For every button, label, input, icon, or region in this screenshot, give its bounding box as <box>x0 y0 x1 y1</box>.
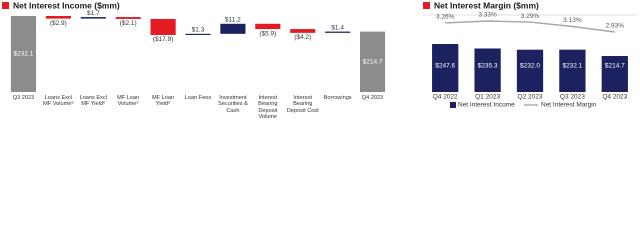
value-label: 3.26% <box>436 14 455 21</box>
title-icon <box>423 2 430 9</box>
value-label: $11.2 <box>225 17 241 24</box>
value-label: $1.7 <box>87 10 100 17</box>
x-tick-label: Q1 2023 <box>475 94 500 101</box>
value-label: ($4.2) <box>294 34 311 41</box>
value-label: $214.7 <box>363 59 383 66</box>
value-label: $247.6 <box>435 63 455 70</box>
x-tick-label: Interest Bearing Deposit Cost <box>286 95 319 114</box>
bar <box>150 18 176 35</box>
title-icon <box>2 2 9 9</box>
value-label: 2.93% <box>606 23 625 30</box>
value-label: $1.3 <box>192 27 205 34</box>
bar <box>559 49 586 92</box>
value-label: $232.1 <box>562 63 582 70</box>
bar <box>601 56 628 92</box>
value-label: 3.33% <box>478 12 497 19</box>
bar <box>255 23 281 30</box>
value-label: ($17.9) <box>153 36 174 43</box>
bar <box>220 23 246 34</box>
x-tick-label: MF Loan Yield⁶ <box>152 95 175 108</box>
x-tick-label: Investment Securities & Cash <box>217 95 248 114</box>
line <box>445 20 615 33</box>
x-tick-label: Q4 2022 <box>433 94 458 101</box>
x-tick-label: Loan Fees <box>184 95 212 101</box>
x-tick-label: Q3 2023 <box>560 94 585 101</box>
bar <box>80 17 106 19</box>
value-label: ($2.9) <box>50 20 67 27</box>
bar <box>115 17 141 19</box>
bar <box>45 16 71 19</box>
bar <box>325 31 351 33</box>
x-tick-label: Interest Bearing Deposit Volume <box>258 95 278 120</box>
value-label: $235.3 <box>478 63 498 70</box>
value-label: $214.7 <box>605 63 625 70</box>
bar <box>474 48 501 92</box>
x-tick-label: Q4 2023 <box>361 95 384 101</box>
value-label: $1.4 <box>331 24 344 31</box>
value-label: ($2.1) <box>120 20 137 27</box>
value-label: $232.1 <box>14 51 34 58</box>
value-label: 3.13% <box>563 17 582 24</box>
legend-label: Net Interest Income <box>458 102 515 109</box>
bar <box>359 31 386 93</box>
value-label: $232.0 <box>520 63 540 70</box>
x-tick-label: Loans Excl MF Yield⁶ <box>79 95 107 108</box>
x-tick-label: MF Loan Volume⁶ <box>117 95 140 108</box>
bar <box>185 33 211 35</box>
x-tick-label: Borrowings <box>323 95 352 101</box>
bar <box>516 49 544 92</box>
bar <box>432 44 459 92</box>
bar <box>10 16 37 92</box>
x-tick-label: Q3 2023 <box>12 95 35 101</box>
x-tick-label: Q4 2023 <box>602 94 627 101</box>
chart-title: Net Interest Margin ($mm) <box>434 0 539 10</box>
chart-title: Net Interest Income ($mm) <box>13 0 120 10</box>
page: Net Interest Income ($mm) Net Interest M… <box>2 0 638 120</box>
x-tick-label: Q2 2023 <box>518 94 543 101</box>
charts: Net Interest Income ($mm) Net Interest M… <box>2 0 638 109</box>
value-label: ($5.9) <box>259 30 276 37</box>
x-tick-label: Loans Excl MF Volume⁶ <box>43 95 74 108</box>
bar <box>290 29 316 33</box>
legend-label: Net Interest Margin <box>541 102 597 109</box>
value-label: 3.29% <box>521 13 540 20</box>
legend-swatch <box>450 102 456 108</box>
